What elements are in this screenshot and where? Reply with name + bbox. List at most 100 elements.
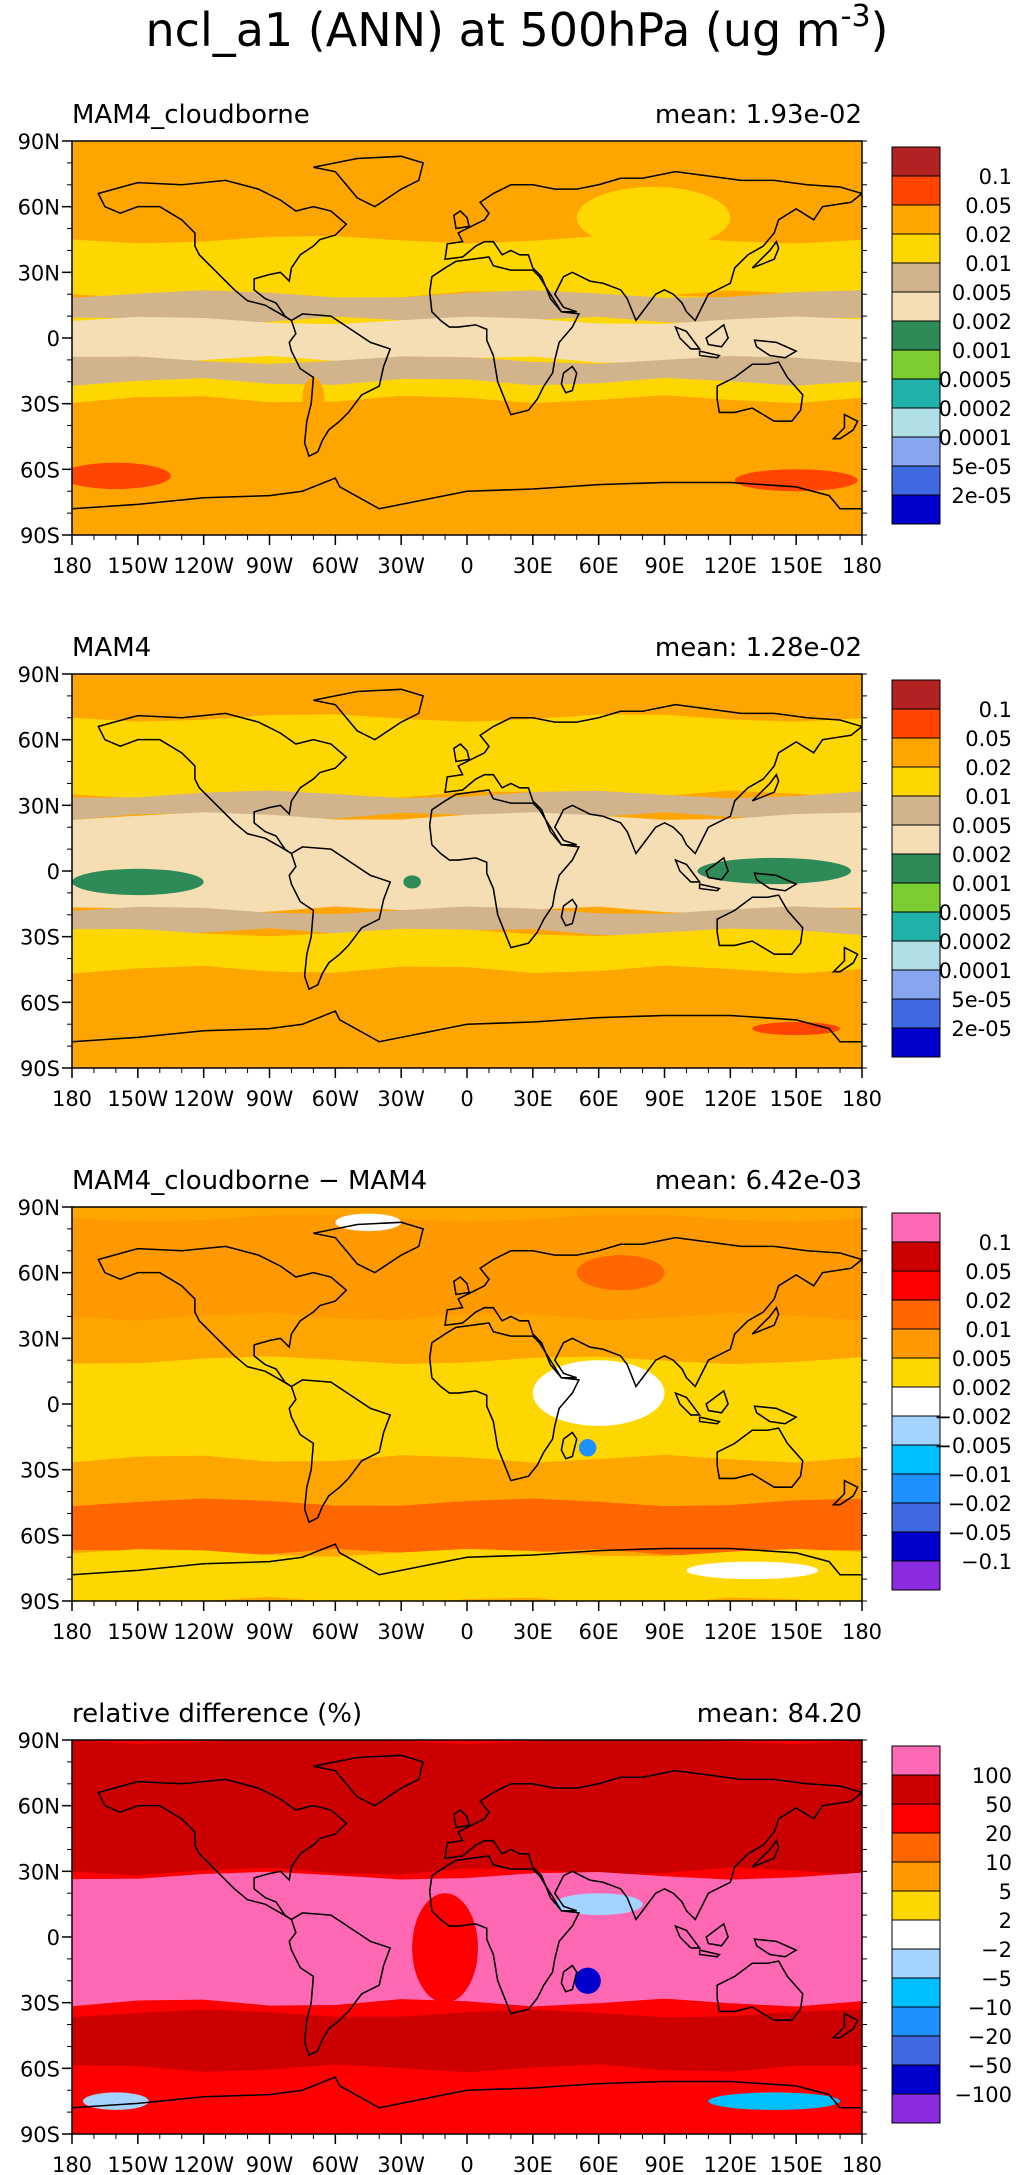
colorbar-swatch [891,204,941,235]
lon-label: 150E [769,1620,822,1644]
colorbar-label: 0.002 [952,843,1012,867]
colorbar-swatch [891,1415,941,1446]
colorbar-swatch [891,1890,941,1921]
contour-band [72,316,862,364]
lon-label: 60W [312,2153,360,2175]
colorbar-swatch [891,1531,941,1562]
colorbar-swatch [891,940,941,971]
colorbar-label: 0.1 [979,1231,1012,1255]
lon-label: 150W [107,1620,168,1644]
lon-label: 30W [377,554,425,578]
lon-label: 60E [579,554,619,578]
lon-label: 120W [173,2153,234,2175]
colorbar-label: 0.1 [979,165,1012,189]
contour-patch [335,1213,402,1232]
colorbar-label: −10 [968,1996,1012,2020]
colorbar-label: 0.05 [965,194,1012,218]
lat-label: 60N [18,729,60,753]
panel-title: MAM4_cloudborne [72,100,310,130]
colorbar-swatch [891,882,941,913]
lat-label: 30S [20,393,60,417]
lon-label: 150W [107,554,168,578]
colorbar-label: 0.0002 [939,397,1012,421]
colorbar-swatch [891,1948,941,1979]
lon-label: 60E [579,2153,619,2175]
colorbar-label: −2 [981,1938,1012,1962]
figure-title: ncl_a1 (ANN) at 500hPa (ug m-3) [146,0,889,57]
lat-label: 90N [18,1196,60,1220]
lon-label: 150E [769,1087,822,1111]
panel-title: MAM4_cloudborne − MAM4 [72,1166,427,1196]
lon-label: 60E [579,1620,619,1644]
lon-label: 180 [52,2153,92,2175]
lon-label: 120E [704,554,757,578]
colorbar-label: 2e-05 [951,484,1012,508]
colorbar-label: 5e-05 [951,455,1012,479]
lon-label: 60W [312,1087,360,1111]
colorbar-label: 50 [985,1793,1012,1817]
colorbar-swatch [891,320,941,351]
colorbar-label: −5 [981,1967,1012,1991]
colorbar-label: 0.01 [965,1318,1012,1342]
colorbar-swatch [891,262,941,293]
colorbar-swatch [891,1270,941,1301]
colorbar-swatch [891,1473,941,1504]
contour-patch [576,186,731,249]
contour-patch [574,1967,601,1994]
contour-band [72,2009,862,2073]
lat-label: 60S [20,1524,60,1548]
colorbar: 100 50 20 10 5 2 −2 −5 −10 −20 −50 −100 [891,1745,1012,2124]
lon-label: 180 [842,554,882,578]
lon-label: 150W [107,1087,168,1111]
contour-patch [576,1255,665,1291]
lat-label: 30S [20,926,60,950]
colorbar-swatch [891,1560,941,1591]
colorbar-label: 0.05 [965,1260,1012,1284]
contour-patch [72,868,204,896]
colorbar-swatch [891,1357,941,1388]
colorbar-swatch [891,2093,941,2124]
colorbar-swatch [891,824,941,855]
lat-label: 90S [20,1057,60,1081]
contour-patch [72,462,171,490]
colorbar-label: 0.05 [965,727,1012,751]
map-field [72,1207,862,1601]
colorbar-swatch [891,1328,941,1359]
colorbar-label: 100 [972,1764,1012,1788]
lon-label: 120E [704,1620,757,1644]
lat-label: 90N [18,130,60,154]
lon-label: 180 [842,1620,882,1644]
lat-label: 60N [18,1262,60,1286]
colorbar-swatch [891,969,941,1000]
colorbar-label: 0.01 [965,252,1012,276]
lon-label: 60E [579,1087,619,1111]
colorbar-label: 0.1 [979,698,1012,722]
colorbar-swatch [891,1444,941,1475]
lat-label: 60S [20,458,60,482]
lon-label: 90W [246,1087,294,1111]
lon-label: 90W [246,1620,294,1644]
contour-band [72,235,862,299]
lon-label: 30W [377,2153,425,2175]
colorbar-label: 0.001 [952,872,1012,896]
colorbar-swatch [891,708,941,739]
lon-label: 180 [52,1087,92,1111]
lat-label: 0 [47,1393,60,1417]
colorbar-label: 5e-05 [951,988,1012,1012]
colorbar-swatch [891,1977,941,2008]
lon-label: 30E [513,1620,553,1644]
panel-mean: mean: 84.20 [697,1699,862,1729]
lat-label: 60S [20,2057,60,2081]
colorbar-label: 0.005 [952,814,1012,838]
colorbar-swatch [891,2035,941,2066]
colorbar-label: 0.0001 [939,426,1012,450]
contour-patch [532,1360,665,1426]
colorbar-swatch [891,494,941,525]
panel-title: MAM4 [72,633,151,663]
contour-band [72,906,862,937]
colorbar-swatch [891,1027,941,1058]
lon-label: 30W [377,1087,425,1111]
colorbar-swatch [891,436,941,467]
title-close: ) [871,3,889,57]
